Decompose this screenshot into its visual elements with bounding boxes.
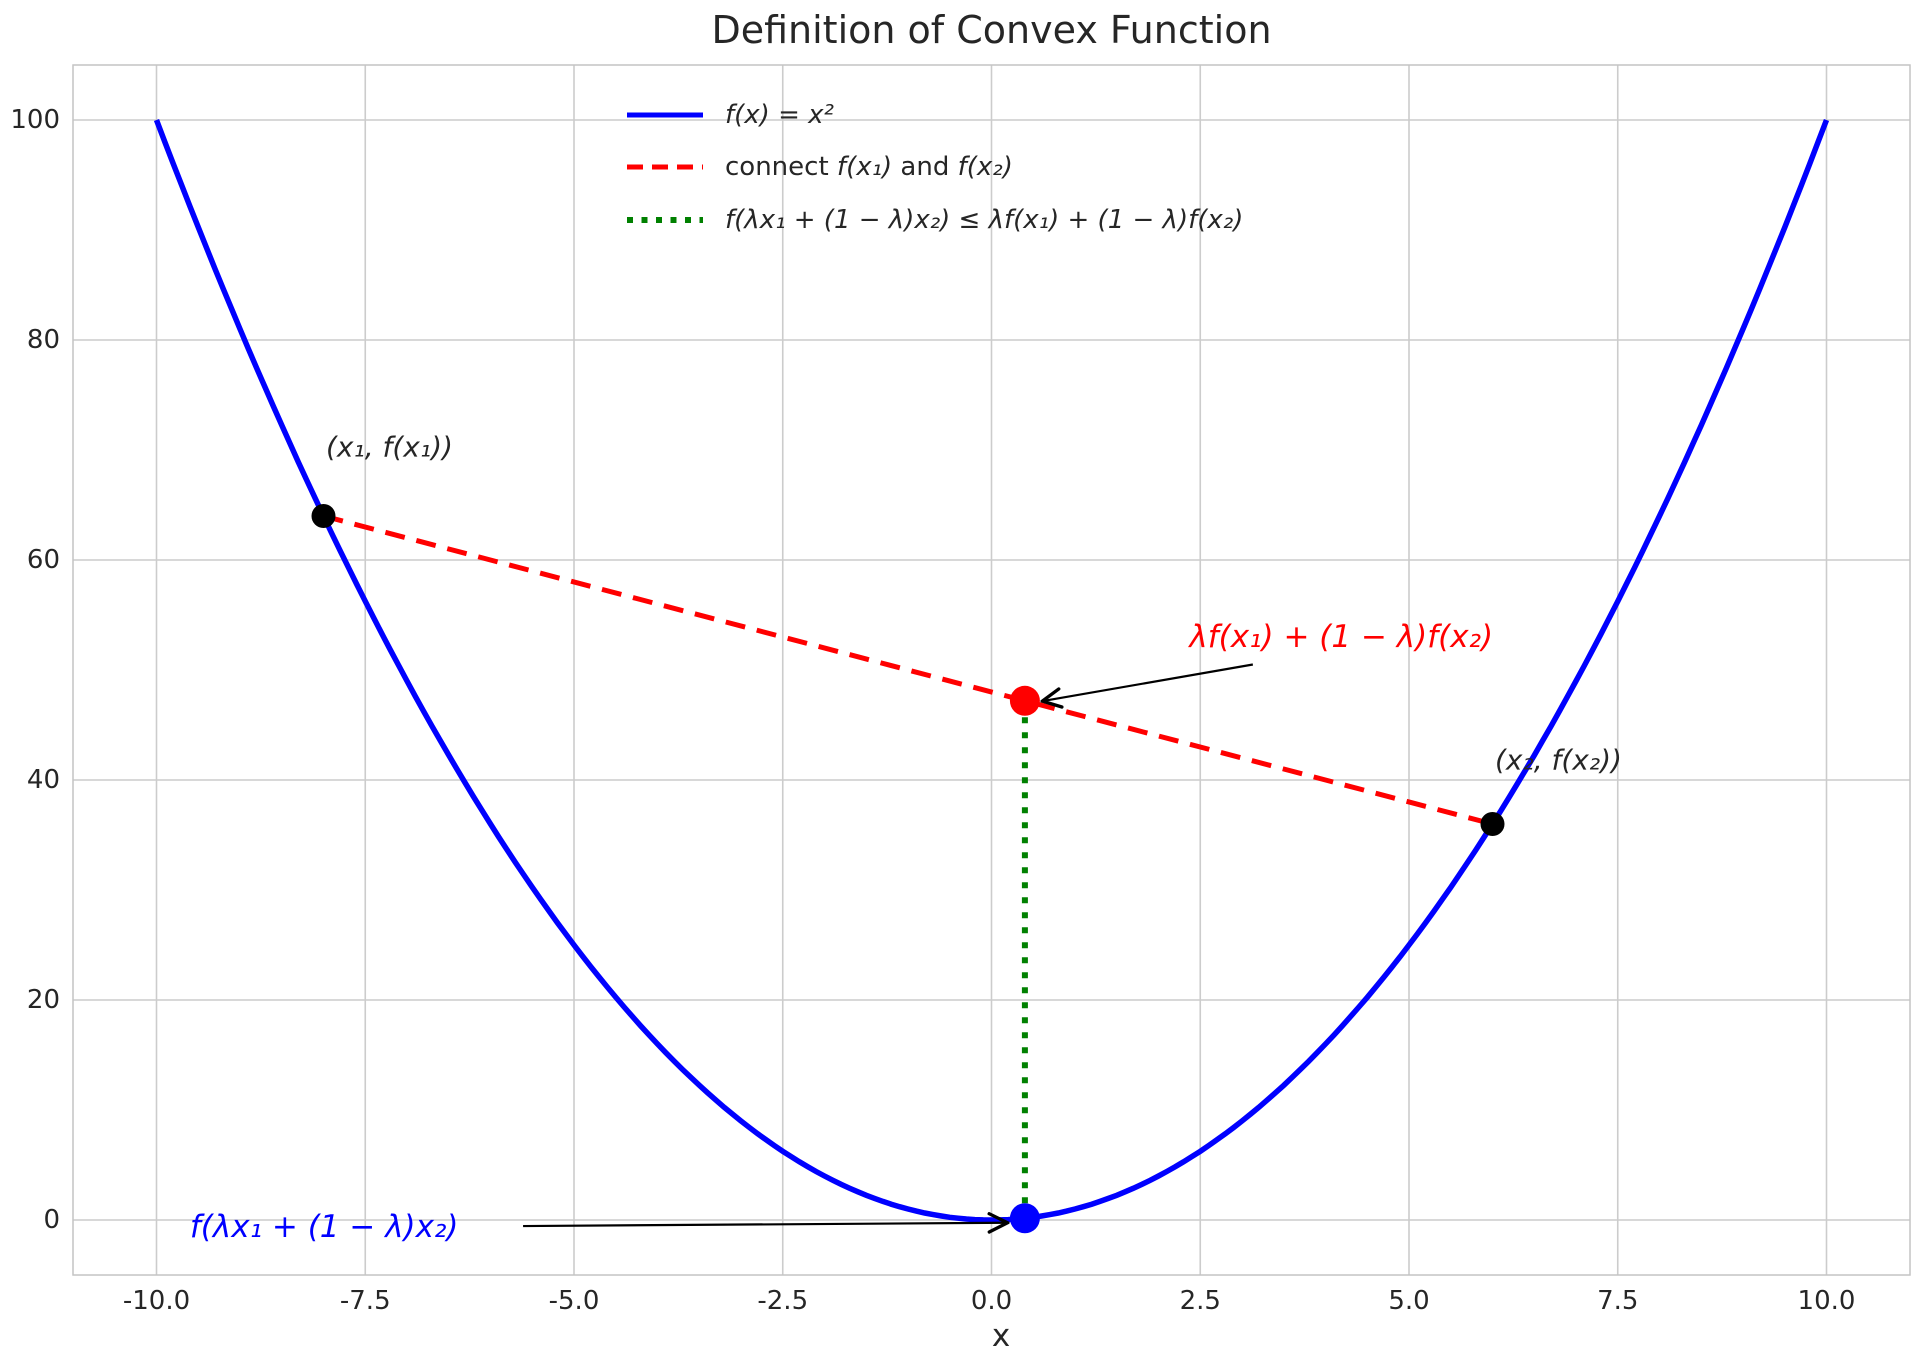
point-x2 [1480, 812, 1505, 836]
x-tick-7.5: 7.5 [1597, 1286, 1639, 1316]
x-tick-5.0: 5.0 [1388, 1286, 1430, 1316]
axes-spine [72, 64, 1911, 1276]
label-chord-combination: λf(x₁) + (1 − λ)f(x₂) [1189, 619, 1494, 655]
legend-label: f(x) = x² [725, 100, 834, 130]
point-x1 [311, 504, 336, 528]
legend-sample-dotted [627, 216, 703, 223]
x-tick--7.5: -7.5 [339, 1286, 391, 1316]
point-chord-value [1009, 685, 1040, 716]
legend-label-part: f(x₂) [957, 151, 1013, 182]
annotation-arrow [523, 1223, 1006, 1226]
legend-label-part: f(x₁) [836, 151, 893, 182]
y-tick-20: 20 [26, 985, 60, 1015]
legend-sample-dashed [627, 164, 703, 169]
legend-label-part: and [892, 151, 958, 182]
y-tick-40: 40 [26, 765, 60, 795]
x-tick--5.0: -5.0 [548, 1286, 600, 1316]
point-function-value [1009, 1203, 1040, 1234]
x-tick-0.0: 0.0 [970, 1286, 1013, 1316]
series-1 [322, 513, 1494, 827]
annotation-arrow [1044, 663, 1254, 701]
x-axis-label: x [991, 1318, 1011, 1354]
legend-label: f(λx₁ + (1 − λ)x₂) ≤ λf(x₁) + (1 − λ)f(x… [725, 204, 1244, 235]
y-tick-100: 100 [10, 105, 60, 135]
label-point-x1: (x₁, f(x₁)) [326, 430, 453, 464]
y-tick-60: 60 [26, 545, 60, 575]
y-tick-0: 0 [43, 1205, 60, 1235]
legend-label: connect f(x₁) and f(x₂) [725, 152, 1013, 182]
x-tick--2.5: -2.5 [757, 1286, 809, 1316]
label-function-of-combination: f(λx₁ + (1 − λ)x₂) [189, 1209, 459, 1246]
x-tick-10.0: 10.0 [1797, 1286, 1856, 1316]
chart-title: Definition of Convex Function [711, 8, 1272, 52]
x-tick--10.0: -10.0 [122, 1286, 191, 1316]
y-tick-80: 80 [26, 325, 60, 355]
legend-sample-solid [627, 112, 703, 118]
label-point-x2: (x₂, f(x₂)) [1495, 743, 1622, 777]
x-tick-2.5: 2.5 [1179, 1286, 1221, 1316]
legend-label-part: connect [725, 151, 837, 182]
